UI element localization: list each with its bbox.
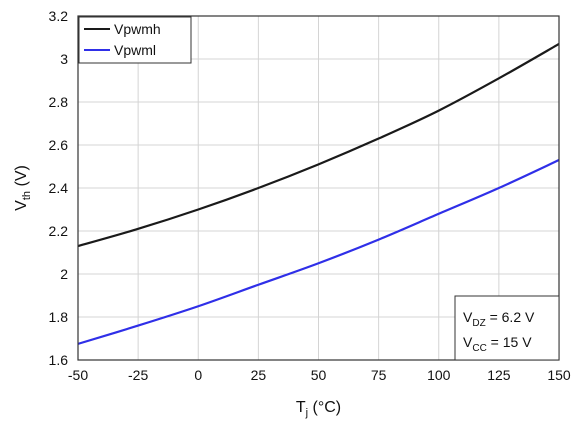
- y-tick-label: 3: [60, 51, 68, 67]
- y-axis-title-rest: (V): [13, 165, 30, 191]
- series-line-vpwmh: [77, 42, 560, 248]
- y-tick-label: 1.8: [49, 309, 69, 325]
- condition-vcc-sub: CC: [472, 343, 486, 354]
- condition-vcc-main: V: [463, 334, 473, 350]
- tick-labels: -50 -25 0 25 50 75 100 125 150 1.6 1.8 2 2.2 2.4 2.6 2.…: [49, 8, 571, 383]
- legend: Vpwmh Vpwml: [78, 16, 192, 64]
- y-tick-label: 2.8: [49, 94, 69, 110]
- y-tick-label: 3.2: [49, 8, 69, 24]
- condition-vdz-main: V: [463, 309, 473, 325]
- legend-box: [78, 16, 192, 64]
- condition-vdz: VDZ = 6.2 V: [463, 309, 535, 329]
- y-tick-label: 2.4: [49, 180, 69, 196]
- x-axis-title-rest: (°C): [308, 399, 341, 416]
- y-tick-label: 2.2: [49, 223, 69, 239]
- x-tick-label: -50: [68, 367, 88, 383]
- x-tick-label: 75: [371, 367, 387, 383]
- y-axis-title: Vth (V): [13, 165, 33, 211]
- condition-note-box: [454, 295, 560, 361]
- x-axis-title: Tj (°C): [296, 399, 341, 419]
- condition-vcc-rest: = 15 V: [487, 334, 532, 350]
- x-tick-label: 50: [311, 367, 327, 383]
- y-tick-label: 1.6: [49, 352, 69, 368]
- series-line-vpwml: [77, 159, 560, 345]
- legend-label-vpwmh: Vpwmh: [114, 21, 161, 37]
- y-axis-title-sub: th: [21, 191, 33, 200]
- x-tick-label: -25: [128, 367, 148, 383]
- y-tick-label: 2.6: [49, 137, 69, 153]
- condition-vdz-rest: = 6.2 V: [486, 309, 535, 325]
- plot-frame: [77, 15, 560, 361]
- x-tick-label: 0: [194, 367, 202, 383]
- x-tick-label: 25: [251, 367, 267, 383]
- x-tick-label: 150: [547, 367, 571, 383]
- condition-vdz-sub: DZ: [472, 318, 485, 329]
- legend-label-vpwml: Vpwml: [114, 42, 156, 58]
- x-axis-title-sub: j: [305, 407, 308, 419]
- condition-vcc: VCC = 15 V: [463, 334, 532, 354]
- y-tick-label: 2: [60, 266, 68, 282]
- x-tick-label: 125: [487, 367, 511, 383]
- condition-note: VDZ = 6.2 V VCC = 15 V: [454, 295, 560, 361]
- x-axis-title-main: T: [296, 399, 306, 416]
- series-lines: [77, 42, 560, 345]
- x-tick-label: 100: [427, 367, 451, 383]
- y-axis-title-main: V: [13, 200, 30, 211]
